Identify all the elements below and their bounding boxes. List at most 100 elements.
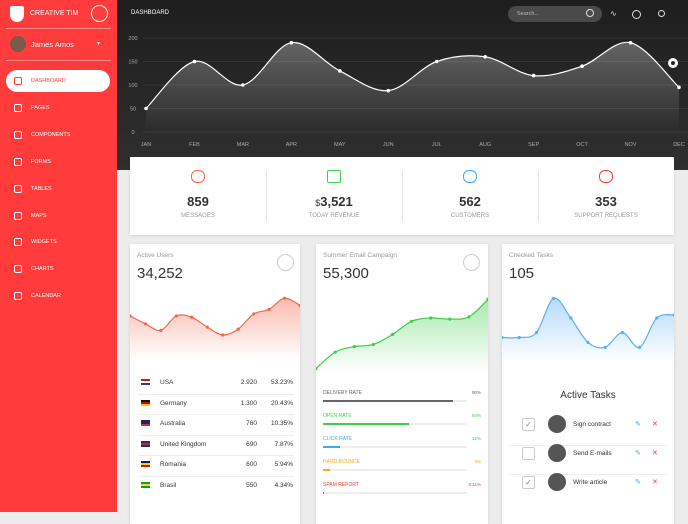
avatar [548,473,566,491]
point [604,346,607,349]
point [241,83,245,87]
edit-button[interactable]: ✎ [635,478,641,486]
x-tick-label: APR [286,142,297,148]
menu-icon [14,158,22,166]
point [629,41,633,45]
edit-button[interactable]: ✎ [635,449,641,457]
menu-item[interactable]: WIDGETS [31,239,57,245]
menu-toggle[interactable] [91,5,108,22]
card-total: 105 [509,265,534,282]
stat-value: 562 [459,194,481,209]
point [580,64,584,68]
settings-button[interactable] [277,254,294,271]
menu-item[interactable]: TABLES [31,186,52,192]
mini-chart [502,292,674,362]
stat-icon [191,170,205,183]
point [175,314,178,317]
point [552,297,555,300]
row-divider [508,445,668,446]
menu-icon [14,131,22,139]
share: 53.23% [255,379,293,386]
brand: CREATIVE TIM [30,10,78,17]
user-icon[interactable] [658,10,665,17]
checkbox[interactable] [522,447,535,460]
remove-button[interactable]: ✕ [652,420,658,428]
x-tick-label: MAY [334,142,346,148]
menu-item[interactable]: CHARTS [31,266,54,272]
menu-item[interactable]: CALENDAR [31,293,61,299]
user-name[interactable]: James Amos [31,40,74,49]
area [502,298,674,362]
divider [402,171,403,221]
menu-icon [14,185,22,193]
stat-label: CUSTOMERS [420,213,520,219]
point [410,320,413,323]
divider [6,28,111,29]
mini-chart [130,292,300,360]
point [655,316,658,319]
menu-icon [14,104,22,112]
point [206,326,209,329]
x-tick-label: SEP [528,142,539,148]
search-box[interactable]: Search... [508,6,602,22]
point [518,336,521,339]
language-icon[interactable] [632,10,641,19]
menu-item[interactable]: FORMS [31,159,51,165]
menu-item[interactable]: DASHBOARD [31,78,66,84]
point [638,346,641,349]
y-tick-label: 200 [128,36,137,42]
menu-item[interactable]: COMPONENTS [31,132,70,138]
metric-name: DELIVERY RATE [323,390,362,396]
page-title: DASHBOARD [131,10,169,16]
flag [141,420,150,426]
point [372,343,375,346]
stat-value: 859 [187,194,209,209]
menu-item[interactable]: MAPS [31,213,47,219]
progress-bar [323,423,409,425]
area [316,299,488,372]
edit-button[interactable]: ✎ [635,420,641,428]
point [391,333,394,336]
checkbox[interactable]: ✓ [522,418,535,431]
row-divider [508,474,668,475]
tasks-heading: Active Tasks [502,390,674,401]
x-tick-label: FEB [189,142,200,148]
point [334,351,337,354]
users: 550 [220,482,257,489]
stat-icon [463,170,477,183]
country: United Kingdom [160,441,206,448]
users: 1.300 [220,400,257,407]
menu-icon [14,212,22,220]
card-title: Summer Email Campaign [323,252,397,259]
point [144,322,147,325]
y-tick-label: 150 [128,60,137,66]
stat-value-wrap: 859 [148,194,248,209]
activity-icon[interactable]: ∿ [610,9,617,18]
point [353,345,356,348]
point [338,69,342,73]
settings-button[interactable] [463,254,480,271]
x-tick-label: AUG [479,142,491,148]
remove-button[interactable]: ✕ [652,478,658,486]
point [467,315,470,318]
share: 10.35% [255,420,293,427]
progress-track [323,469,467,471]
flag [141,379,150,385]
remove-button[interactable]: ✕ [652,449,658,457]
users: 760 [220,420,257,427]
country: Brasil [160,482,176,489]
checkbox[interactable]: ✓ [522,476,535,489]
menu-icon [14,292,22,300]
card-title: Checked Tasks [509,252,553,259]
x-tick-label: JUL [432,142,442,148]
menu-item[interactable]: PAGES [31,105,50,111]
metric-label: 90% [436,390,481,395]
flag [141,400,150,406]
flag [141,461,150,467]
menu-icon [14,238,22,246]
search-icon [586,9,594,17]
flag [141,482,150,488]
point [193,60,197,64]
